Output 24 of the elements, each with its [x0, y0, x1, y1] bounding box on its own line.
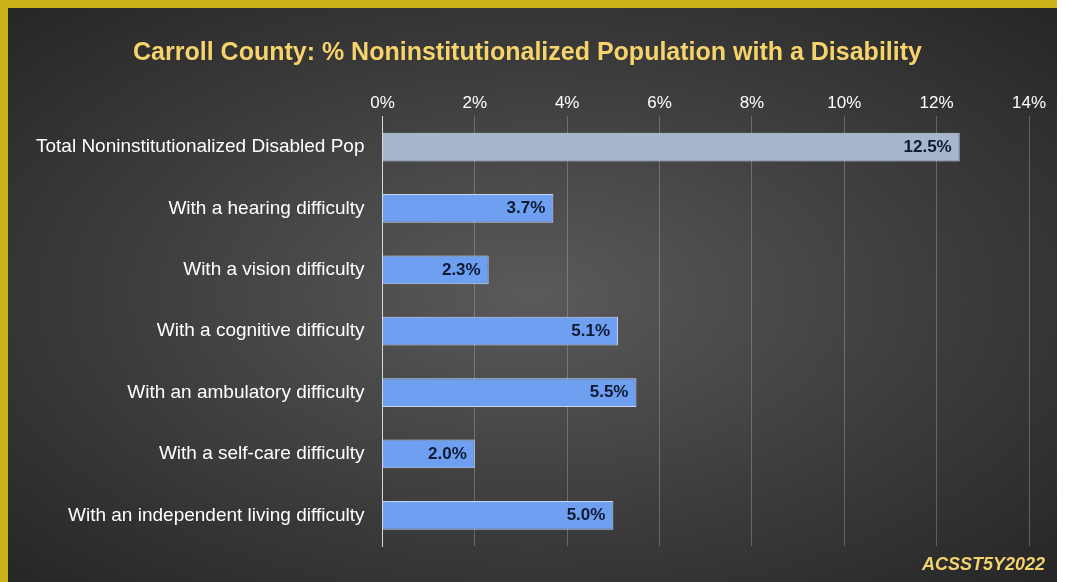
y-tick-label: With a cognitive difficulty: [156, 319, 365, 341]
x-tick-label: 2%: [462, 92, 488, 112]
y-tick-label: With a hearing difficulty: [168, 196, 365, 218]
data-label: 2.0%: [428, 443, 467, 463]
x-tick-label: 12%: [919, 92, 954, 112]
data-label: 12.5%: [903, 136, 952, 156]
data-label: 3.7%: [506, 198, 546, 218]
x-tick-label: 0%: [370, 92, 395, 112]
y-tick-label: With a vision difficulty: [183, 258, 365, 280]
y-tick-label: With an independent living difficulty: [68, 503, 365, 525]
data-label: 5.5%: [589, 382, 629, 402]
x-tick-label: 4%: [554, 92, 580, 112]
chart-title: Carroll County: % Noninstitutionalized Population with a Disability: [133, 36, 923, 65]
data-label: 5.1%: [571, 320, 610, 340]
y-tick-label: With an ambulatory difficulty: [127, 380, 365, 402]
y-tick-label: Total Noninstitutionalized Disabled Pop: [35, 135, 365, 157]
data-label: 2.3%: [441, 259, 481, 279]
x-tick-label: 6%: [647, 92, 672, 112]
x-tick-label: 10%: [827, 92, 862, 112]
y-tick-label: With a self-care difficulty: [158, 442, 365, 464]
x-tick-label: 14%: [1011, 92, 1047, 112]
x-tick-label: 8%: [739, 92, 765, 112]
text: ACSST5Y2022: [920, 553, 1045, 574]
data-label: 5.0%: [566, 505, 606, 524]
